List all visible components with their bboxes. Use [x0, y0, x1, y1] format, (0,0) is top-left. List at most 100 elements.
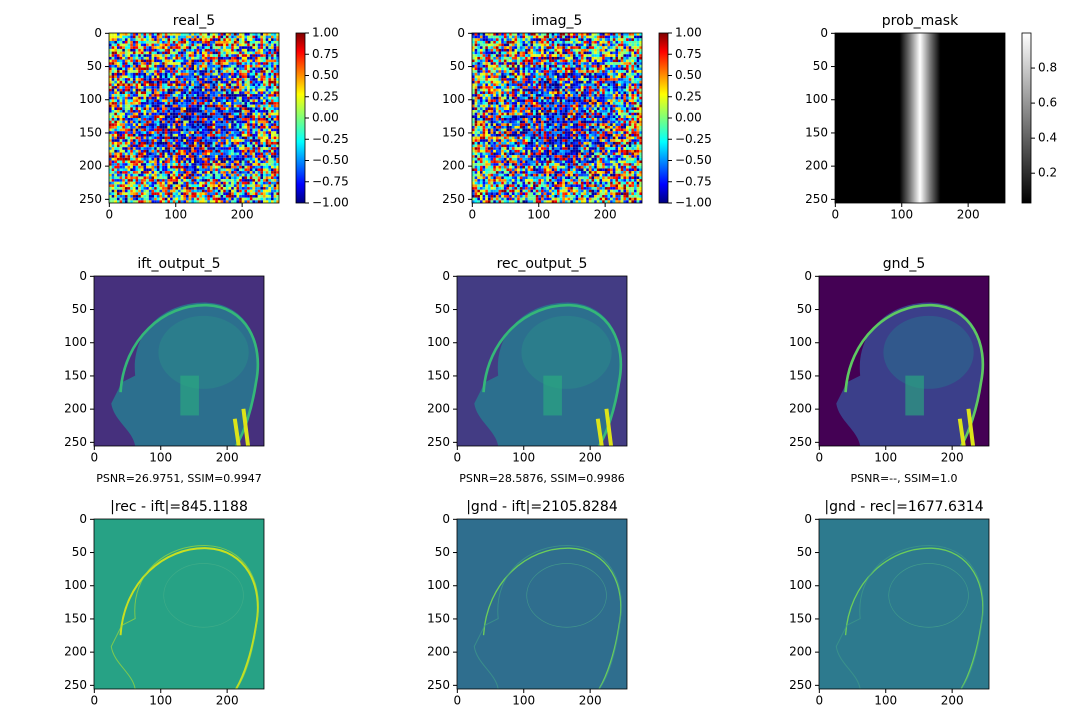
- pixel: [485, 49, 488, 52]
- pixel: [191, 68, 194, 71]
- pixel: [215, 102, 218, 105]
- pixel: [501, 57, 504, 60]
- pixel: [138, 131, 141, 134]
- pixel: [244, 182, 247, 185]
- pixel: [255, 54, 258, 57]
- pixel: [237, 179, 240, 182]
- pixel: [263, 184, 266, 187]
- pixel: [202, 126, 205, 129]
- pixel: [136, 60, 139, 63]
- pixel: [597, 41, 600, 44]
- pixel: [244, 46, 247, 49]
- pixel: [186, 83, 189, 86]
- pixel: [178, 97, 181, 100]
- pixel: [178, 123, 181, 126]
- pixel: [610, 60, 613, 63]
- pixel: [258, 68, 261, 71]
- pixel: [120, 46, 123, 49]
- pixel: [144, 129, 147, 132]
- pixel: [194, 182, 197, 185]
- pixel: [581, 52, 584, 55]
- pixel: [207, 137, 210, 140]
- pixel: [183, 99, 186, 102]
- pixel: [237, 89, 240, 92]
- pixel: [114, 123, 117, 126]
- pixel: [136, 105, 139, 108]
- pixel: [252, 76, 255, 79]
- pixel: [221, 89, 224, 92]
- pixel: [170, 68, 173, 71]
- pixel: [128, 83, 131, 86]
- pixel: [266, 49, 269, 52]
- pixel: [218, 78, 221, 81]
- pixel: [274, 142, 277, 145]
- pixel: [197, 94, 200, 97]
- pixel: [560, 44, 563, 47]
- pixel: [152, 142, 155, 145]
- pixel: [154, 97, 157, 100]
- pixel: [144, 76, 147, 79]
- pixel: [221, 113, 224, 116]
- pixel: [136, 83, 139, 86]
- pixel: [258, 94, 261, 97]
- pixel: [138, 166, 141, 169]
- pixel: [483, 57, 486, 60]
- pixel: [152, 102, 155, 105]
- pixel: [242, 41, 245, 44]
- pixel: [173, 118, 176, 121]
- pixel: [167, 78, 170, 81]
- pixel: [221, 65, 224, 68]
- pixel: [258, 182, 261, 185]
- pixel: [215, 91, 218, 94]
- pixel: [138, 83, 141, 86]
- pixel: [178, 161, 181, 164]
- pixel: [252, 129, 255, 132]
- pixel: [152, 44, 155, 47]
- pixel: [130, 60, 133, 63]
- pixel: [629, 36, 632, 39]
- pixel: [136, 62, 139, 65]
- pixel: [125, 36, 128, 39]
- pixel: [141, 147, 144, 150]
- pixel: [234, 65, 237, 68]
- pixel: [255, 137, 258, 140]
- pixel: [178, 107, 181, 110]
- pixel: [589, 62, 592, 65]
- pixel: [615, 60, 618, 63]
- pixel: [165, 38, 168, 41]
- pixel: [194, 179, 197, 182]
- pixel: [125, 182, 128, 185]
- pixel: [229, 171, 232, 174]
- pixel: [242, 49, 245, 52]
- pixel: [234, 73, 237, 76]
- pixel: [247, 102, 250, 105]
- pixel: [252, 113, 255, 116]
- pixel: [634, 60, 637, 63]
- pixel: [189, 99, 192, 102]
- pixel: [130, 192, 133, 195]
- pixel: [247, 168, 250, 171]
- pixel: [144, 62, 147, 65]
- pixel: [191, 97, 194, 100]
- pixel: [162, 113, 165, 116]
- pixel: [207, 73, 210, 76]
- pixel: [226, 129, 229, 132]
- pixel: [266, 158, 269, 161]
- pixel: [247, 107, 250, 110]
- pixel: [125, 65, 128, 68]
- pixel: [165, 41, 168, 44]
- pixel: [114, 163, 117, 166]
- pixel: [205, 161, 208, 164]
- panel-title: real_5: [173, 13, 215, 29]
- pixel: [271, 123, 274, 126]
- pixel: [157, 49, 160, 52]
- pixel: [268, 113, 271, 116]
- pixel: [157, 57, 160, 60]
- pixel: [218, 182, 221, 185]
- pixel: [274, 171, 277, 174]
- pixel: [223, 126, 226, 129]
- pixel: [154, 52, 157, 55]
- pixel: [223, 131, 226, 134]
- pixel: [191, 83, 194, 86]
- pixel: [223, 76, 226, 79]
